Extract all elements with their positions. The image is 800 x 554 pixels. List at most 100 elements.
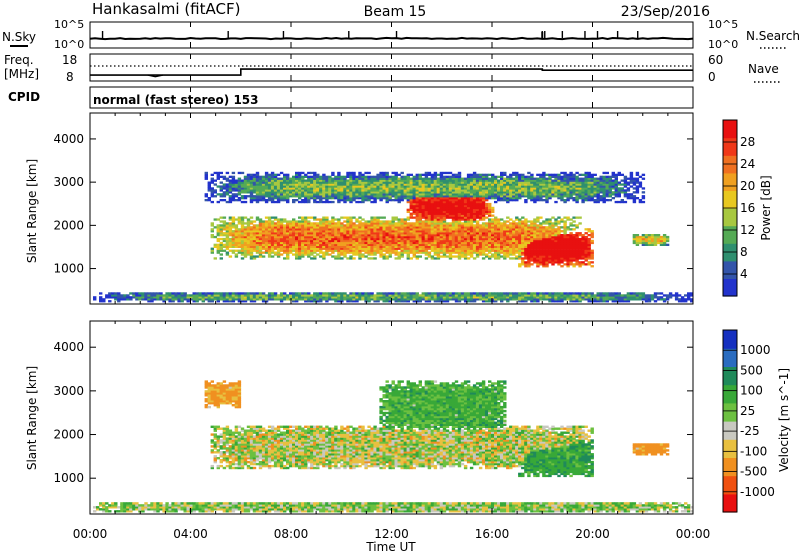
echo-cell xyxy=(554,173,558,176)
echo-cell xyxy=(237,234,242,237)
echo-cell xyxy=(551,247,555,250)
echo-cell xyxy=(418,228,422,231)
echo-cell xyxy=(270,193,275,196)
echo-cell xyxy=(364,237,368,241)
echo-cell xyxy=(430,208,435,211)
echo-cell xyxy=(403,296,407,299)
echo-cell xyxy=(563,224,567,227)
echo-cell xyxy=(328,200,332,204)
echo-cell xyxy=(563,263,567,266)
echo-cell xyxy=(427,183,432,186)
echo-cell xyxy=(557,292,561,295)
echo-cell xyxy=(310,230,314,233)
echo-cell xyxy=(481,189,486,192)
echo-cell xyxy=(566,247,570,250)
echo-cell xyxy=(451,298,456,301)
echo-cell xyxy=(548,292,552,295)
echo-cell xyxy=(292,185,296,188)
echo-cell xyxy=(379,220,383,223)
echo-cell xyxy=(376,177,380,180)
echo-cell xyxy=(560,296,564,299)
echo-cell xyxy=(249,251,254,254)
echo-cell xyxy=(228,298,233,301)
echo-cell xyxy=(349,251,353,254)
echo-cell xyxy=(325,191,329,194)
echo-cell xyxy=(388,243,392,246)
echo-cell xyxy=(433,294,438,297)
echo-cell xyxy=(436,257,441,260)
echo-cell xyxy=(358,224,362,227)
echo-cell xyxy=(403,220,407,223)
echo-cell xyxy=(358,183,362,186)
echo-cell xyxy=(376,235,380,239)
echo-cell xyxy=(557,245,561,248)
echo-cell xyxy=(249,189,254,192)
echo-cell xyxy=(430,187,435,190)
echo-cell xyxy=(355,187,359,190)
echo-cell xyxy=(409,239,413,243)
echo-cell xyxy=(328,185,332,188)
echo-cell xyxy=(138,294,142,297)
echo-cell xyxy=(503,171,507,175)
echo-cell xyxy=(518,237,522,241)
echo-cell xyxy=(445,249,450,252)
echo-cell xyxy=(246,230,251,233)
echo-cell xyxy=(343,189,347,192)
echo-cell xyxy=(448,179,453,182)
echo-cell xyxy=(216,218,220,221)
echo-cell xyxy=(379,298,383,301)
echo-cell xyxy=(475,216,480,219)
echo-cell xyxy=(527,243,531,246)
echo-cell xyxy=(460,202,465,206)
echo-cell xyxy=(424,204,429,208)
echo-cell xyxy=(569,243,573,246)
echo-cell xyxy=(319,193,323,196)
echo-cell xyxy=(286,197,290,200)
echo-cell xyxy=(424,218,429,221)
echo-cell xyxy=(563,294,567,297)
echo-cell xyxy=(286,230,290,233)
echo-cell xyxy=(283,173,287,176)
echo-cell xyxy=(352,300,356,303)
echo-cell xyxy=(249,181,254,184)
echo-cell xyxy=(518,241,522,245)
echo-cell xyxy=(442,189,447,192)
echo-cell xyxy=(283,298,287,301)
echo-cell xyxy=(460,243,465,246)
echo-cell xyxy=(478,247,483,250)
echo-cell xyxy=(454,230,459,233)
echo-cell xyxy=(439,202,444,206)
echo-cell xyxy=(530,181,534,184)
echo-cell xyxy=(246,243,251,246)
echo-cell xyxy=(301,243,305,246)
echo-cell xyxy=(237,193,242,196)
echo-cell xyxy=(225,191,230,194)
echo-cell xyxy=(430,230,435,233)
echo-cell xyxy=(343,228,347,231)
echo-cell xyxy=(400,199,404,202)
echo-cell xyxy=(454,185,459,188)
echo-cell xyxy=(388,239,392,243)
echo-cell xyxy=(527,261,531,264)
echo-cell xyxy=(307,177,311,180)
echo-cell xyxy=(276,195,281,198)
echo-cell xyxy=(228,179,233,182)
echo-cell xyxy=(258,230,263,233)
echo-cell xyxy=(273,296,278,299)
echo-cell xyxy=(460,193,465,196)
echo-cell xyxy=(463,177,468,180)
echo-cell xyxy=(545,237,549,241)
echo-cell xyxy=(415,237,419,241)
echo-cell xyxy=(415,218,419,221)
echo-cell xyxy=(153,294,157,297)
echo-cell xyxy=(548,247,552,250)
echo-cell xyxy=(325,220,329,223)
echo-cell xyxy=(569,245,573,248)
echo-cell xyxy=(439,212,444,215)
echo-cell xyxy=(469,232,474,235)
echo-cell xyxy=(497,179,501,182)
echo-cell xyxy=(307,294,311,297)
echo-cell xyxy=(433,179,438,182)
echo-cell xyxy=(575,237,579,241)
echo-cell xyxy=(234,255,239,258)
